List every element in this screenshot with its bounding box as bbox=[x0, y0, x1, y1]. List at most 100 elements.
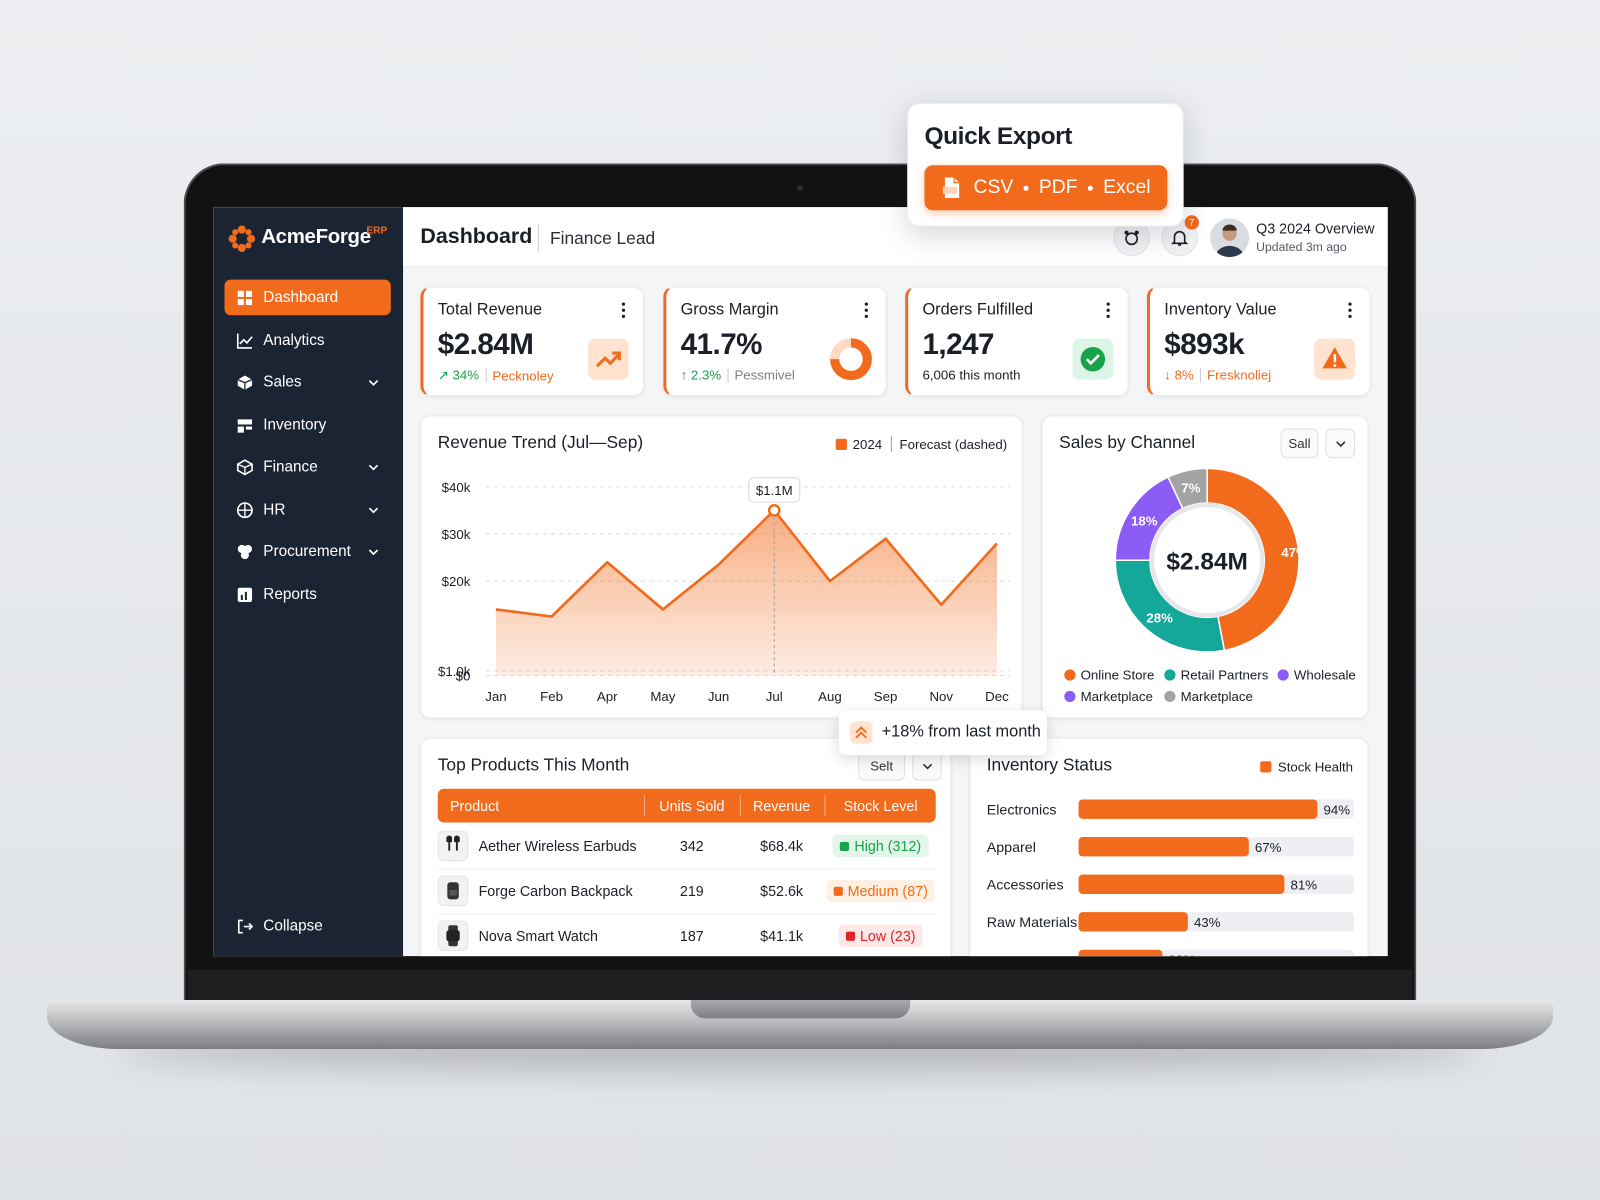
export-option[interactable]: PDF bbox=[1038, 176, 1078, 198]
settings-icon bbox=[1124, 230, 1139, 246]
separator-dot bbox=[1087, 185, 1093, 191]
legend-swatch bbox=[835, 438, 847, 450]
y-tick-label: $20k bbox=[442, 574, 471, 589]
menu-label: Sales bbox=[263, 373, 302, 391]
collapse-button[interactable]: Collapse bbox=[224, 909, 390, 942]
x-tick-label: Sep bbox=[874, 689, 898, 704]
product-icon bbox=[446, 925, 460, 947]
menu-item[interactable]: Sales bbox=[224, 364, 390, 400]
legend-label: Marketplace bbox=[1180, 688, 1253, 705]
kpi-value: $2.84M bbox=[437, 328, 534, 362]
file-icon bbox=[942, 177, 960, 198]
value-label: 67% bbox=[1255, 840, 1282, 855]
kpi-icon bbox=[1314, 338, 1356, 380]
chevron bbox=[368, 507, 379, 514]
chevron bbox=[368, 464, 379, 471]
product-thumb bbox=[437, 920, 469, 952]
brand-logo bbox=[228, 225, 256, 253]
product-name: Nova Smart Watch bbox=[478, 927, 598, 944]
value-label: 33% bbox=[1169, 952, 1196, 956]
bar bbox=[1078, 874, 1285, 894]
revenue-chart: $0$1.0k $20k $30k $40k Jan Feb Apr May Jun Jul Aug… bbox=[438, 477, 1011, 704]
stock-badge-pill: High (312) bbox=[832, 834, 929, 858]
menu-item[interactable]: Dashboard bbox=[224, 279, 391, 316]
menu-label: Dashboard bbox=[263, 288, 339, 307]
chart-legend: 2024 Forecast (dashed) bbox=[835, 435, 1008, 453]
menu-dot bbox=[1348, 314, 1352, 318]
stock-level: Low (23) bbox=[859, 927, 916, 944]
units-sold: 342 bbox=[679, 837, 704, 855]
inventory-status-card: Inventory Status Stock Health Electronics… bbox=[969, 737, 1369, 957]
kpi-card: Total Revenue $2.84M ↗ 34% Pecknoley bbox=[420, 286, 644, 396]
status-dot bbox=[840, 841, 850, 851]
menu-item[interactable]: Procurement bbox=[224, 534, 390, 570]
menu-label: Reports bbox=[263, 585, 317, 604]
legend-label: Forecast (dashed) bbox=[899, 436, 1008, 452]
chevron-icon bbox=[1336, 441, 1346, 448]
area bbox=[495, 510, 997, 676]
menu-dot bbox=[864, 302, 868, 306]
menu-icon bbox=[237, 544, 253, 560]
filter-dropdown[interactable] bbox=[1325, 428, 1356, 459]
annotation-marker bbox=[767, 504, 781, 517]
legend-item: Retail Partners bbox=[1164, 667, 1268, 683]
legend-swatch bbox=[1164, 669, 1176, 681]
stock-badge: Medium (87) bbox=[826, 879, 935, 903]
chevron-icon bbox=[368, 380, 379, 386]
column-divider bbox=[739, 794, 741, 817]
y-tick-label: $30k bbox=[442, 527, 471, 542]
legend-item: Marketplace bbox=[1064, 689, 1153, 704]
quick-export-popup: Quick Export CSV PDF Excel bbox=[907, 103, 1184, 227]
brand-name: AcmeForge bbox=[261, 225, 371, 248]
kpi-icon bbox=[587, 338, 629, 380]
menu-dot bbox=[1348, 302, 1352, 306]
menu-item[interactable]: Reports bbox=[224, 577, 390, 613]
menu-dot bbox=[1106, 302, 1110, 306]
filter-button[interactable]: Sall bbox=[1280, 428, 1319, 459]
export-option[interactable]: CSV bbox=[973, 176, 1014, 198]
category-label: Raw Materials bbox=[987, 915, 1077, 931]
status-dot bbox=[833, 886, 843, 896]
legend-label: Stock Health bbox=[1277, 759, 1354, 775]
page-title: Dashboard bbox=[420, 224, 533, 248]
kpi-menu bbox=[1106, 302, 1110, 318]
product-icon bbox=[447, 882, 459, 900]
filter-button[interactable]: Selt bbox=[858, 751, 906, 781]
revenue: $41.1k bbox=[760, 927, 804, 944]
updated-label: Updated 3m ago bbox=[1256, 239, 1347, 255]
value-label: 81% bbox=[1290, 877, 1317, 892]
avatar[interactable] bbox=[1210, 218, 1249, 258]
line bbox=[495, 509, 998, 618]
column-divider bbox=[824, 794, 826, 817]
notification-badge: 7 bbox=[1184, 215, 1199, 230]
kpi-menu bbox=[621, 302, 626, 318]
x-tick-label: Dec bbox=[985, 689, 1009, 704]
export-option[interactable]: Excel bbox=[1103, 176, 1151, 198]
filter-dropdown[interactable] bbox=[912, 751, 942, 781]
kpi-menu bbox=[864, 302, 868, 318]
legend-label: Wholesale bbox=[1293, 667, 1356, 683]
stock-level: High (312) bbox=[854, 837, 922, 855]
kpi-change: ↑ 2.3% bbox=[680, 367, 722, 383]
kpi-label: Inventory Value bbox=[1164, 301, 1277, 319]
legend-item: Wholesale bbox=[1277, 667, 1356, 683]
menu-item[interactable]: Analytics bbox=[224, 322, 390, 358]
collapse-label: Collapse bbox=[263, 917, 323, 935]
product-thumb bbox=[437, 875, 469, 907]
menu-item[interactable]: Finance bbox=[224, 449, 390, 485]
callout-icon-box bbox=[849, 721, 873, 744]
bar bbox=[1078, 912, 1188, 932]
legend-label: 2024 bbox=[852, 436, 883, 452]
y-tick-label: $1.0k bbox=[438, 664, 471, 679]
menu-icon bbox=[237, 290, 253, 306]
kpi-change-row: ↑ 2.3% Pessmivel bbox=[681, 367, 795, 382]
row-divider bbox=[437, 913, 936, 915]
menu-label: HR bbox=[263, 501, 286, 519]
x-tick-label: Jan bbox=[485, 689, 506, 704]
menu-item[interactable]: HR bbox=[224, 492, 390, 528]
value-label: 43% bbox=[1194, 915, 1221, 930]
export-button[interactable]: CSV PDF Excel bbox=[924, 165, 1168, 211]
menu-item[interactable]: Inventory bbox=[224, 407, 390, 443]
